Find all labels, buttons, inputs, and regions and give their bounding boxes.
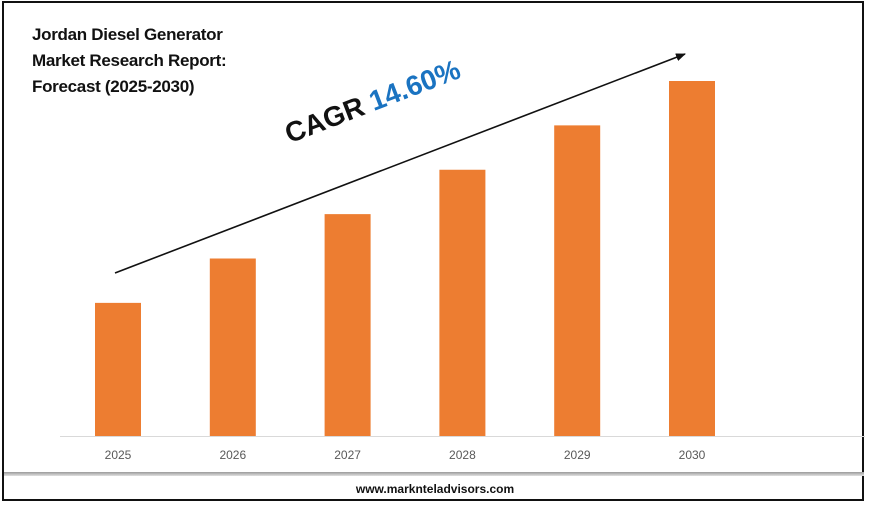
chart-title: Jordan Diesel Generator Market Research … xyxy=(32,22,227,100)
title-line-3: Forecast (2025-2030) xyxy=(32,77,195,96)
title-line-2: Market Research Report: xyxy=(32,51,227,70)
bar-2027 xyxy=(324,214,371,436)
x-tick-label: 2029 xyxy=(564,448,591,462)
x-tick-label: 2030 xyxy=(679,448,706,462)
trend-arrow xyxy=(114,53,686,274)
x-tick-label: 2026 xyxy=(219,448,246,462)
x-tick-label: 2028 xyxy=(449,448,476,462)
footer-divider xyxy=(4,472,864,476)
x-tick-label: 2025 xyxy=(105,448,132,462)
title-line-1: Jordan Diesel Generator xyxy=(32,25,223,44)
bar-2028 xyxy=(439,169,486,436)
chart-frame xyxy=(2,1,864,501)
x-tick-label: 2027 xyxy=(334,448,361,462)
footer-website: www.marknteladvisors.com xyxy=(355,482,515,496)
bar-2026 xyxy=(209,258,256,436)
bar-2029 xyxy=(554,125,601,436)
bar-2030 xyxy=(669,81,715,436)
bar-2025 xyxy=(95,302,141,436)
